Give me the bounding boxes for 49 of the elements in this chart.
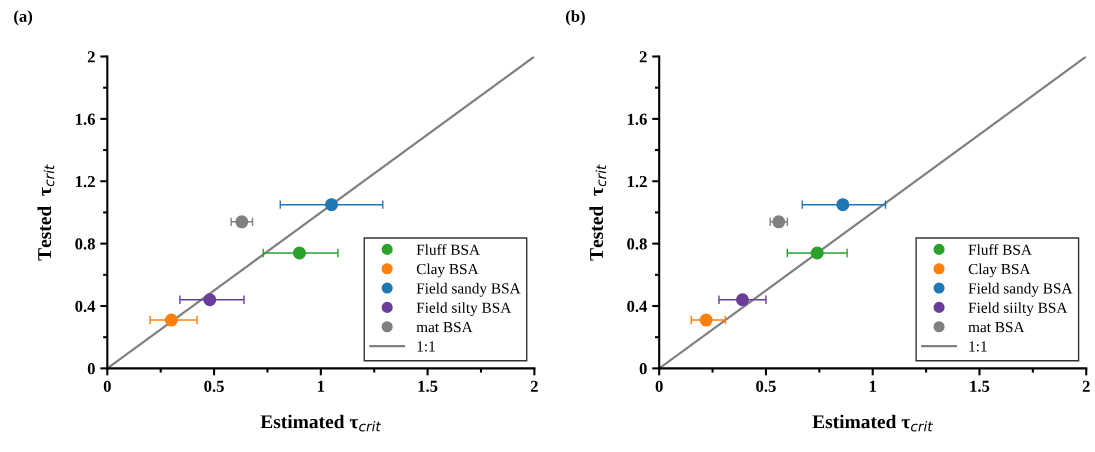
point [325, 198, 339, 212]
point [164, 313, 178, 327]
y-axis-title: Tested τ$_{crit}$ [589, 164, 607, 261]
x-tick-label: 0 [655, 380, 663, 392]
x-tick-label: 0 [103, 380, 111, 392]
y-tick-label: 1.2 [76, 176, 95, 188]
chart-title: (b) [565, 10, 585, 26]
y-tick-label: 2 [639, 51, 647, 63]
point [699, 313, 713, 327]
point [810, 246, 824, 260]
point [235, 215, 249, 229]
y-tick-label: 0 [87, 363, 95, 375]
x-tick-label: 2 [530, 380, 538, 392]
y-tick-label: 0.8 [75, 238, 95, 250]
legend-label: 1:1 [417, 341, 435, 352]
legend-label: Clay BSA [416, 263, 479, 278]
point [203, 293, 217, 307]
legend-label: Fluff BSA [968, 244, 1032, 255]
point [836, 198, 850, 212]
y-tick-label: 1.6 [76, 113, 96, 125]
legend-label: mat BSA [968, 321, 1025, 333]
point [735, 293, 749, 307]
x-tick-label: 1 [869, 380, 877, 392]
x-tick-label: 0.5 [756, 380, 776, 392]
y-tick-label: 0 [639, 363, 647, 375]
legend-label: Clay BSA [968, 263, 1031, 278]
y-tick-label: 1.6 [627, 113, 647, 125]
x-axis-title: Estimated τ$_{crit}$ [260, 414, 382, 432]
legend-label: mat BSA [416, 321, 473, 333]
legend-label: Fluff BSA [416, 244, 480, 255]
x-tick-label: 1 [318, 380, 325, 392]
point [292, 246, 306, 260]
legend-label: 1:1 [969, 341, 987, 352]
x-axis-title: Estimated τ$_{crit}$ [812, 414, 934, 432]
y-tick-label: 2 [87, 51, 95, 63]
y-tick-label: 0.4 [75, 300, 96, 313]
y-axis-title: Tested τ$_{crit}$ [37, 164, 55, 261]
x-tick-label: 1.5 [418, 380, 438, 392]
legend-label: Field sandy BSA [968, 282, 1073, 297]
y-tick-label: 0.8 [627, 238, 647, 250]
chart-title: (a) [14, 10, 33, 26]
y-tick-label: 1.2 [627, 176, 647, 188]
legend-label: Field silty BSA [416, 302, 512, 317]
x-tick-label: 1.5 [970, 380, 990, 392]
y-tick-label: 0.4 [627, 300, 648, 313]
legend-label: Field sandy BSA [416, 282, 521, 297]
legend-label: Field siilty BSA [968, 302, 1068, 317]
x-tick-label: 0.5 [204, 380, 224, 392]
x-tick-label: 2 [1082, 380, 1090, 392]
